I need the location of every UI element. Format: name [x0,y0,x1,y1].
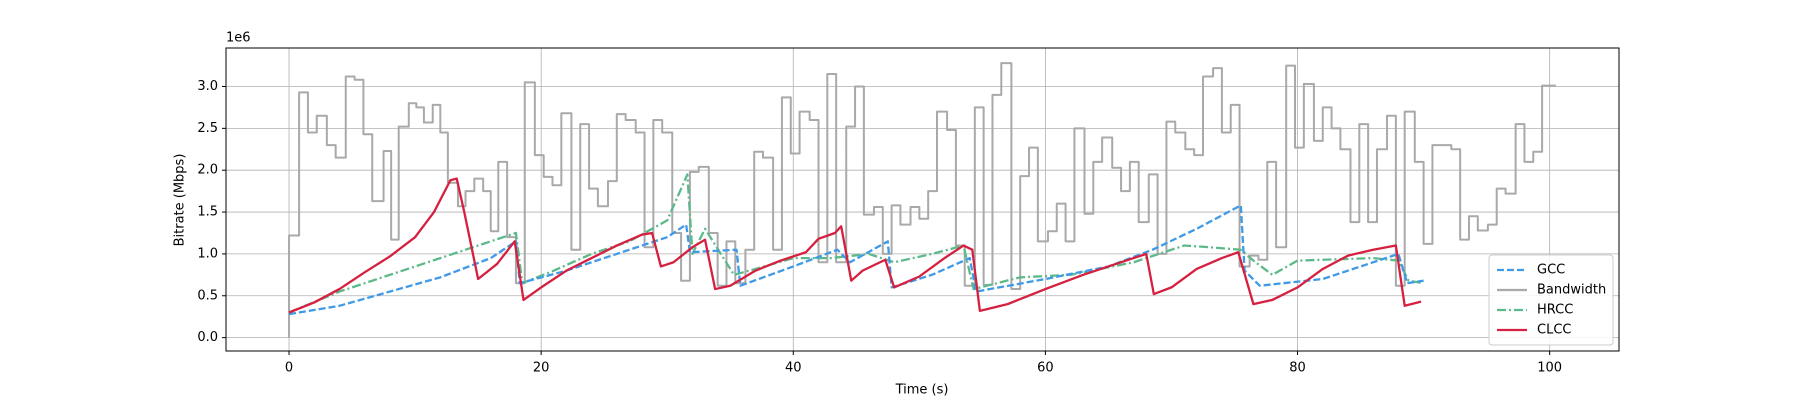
plot-frame [225,47,1620,352]
y-tick-label: 1.0 [197,246,218,261]
legend-label: GCC [1537,263,1565,278]
legend-label: Bandwidth [1537,283,1606,298]
y-tick-label: 0.5 [197,288,218,303]
series-line [288,173,1424,314]
y-axis-label: Bitrate (Mbps) [173,154,188,247]
y-tick-label: 3.0 [197,79,218,94]
y-tick-label: 2.5 [197,121,218,136]
x-tick-label: 40 [785,361,802,376]
x-tick-label: 80 [1289,361,1306,376]
x-axis-label: Time (s) [895,383,949,398]
plot-lines [288,62,1556,338]
x-tick-label: 100 [1537,361,1562,376]
y-tick-label: 0.0 [197,330,218,345]
series-line [288,177,1422,314]
x-tick-label: 20 [533,361,550,376]
y-offset-label: 1e6 [226,31,251,46]
legend-label: CLCC [1537,323,1571,338]
legend-box [1488,254,1614,346]
legend-label: HRCC [1537,303,1573,318]
y-tick-label: 1.5 [197,205,218,220]
x-tick-label: 0 [285,361,293,376]
series-line [288,62,1556,338]
y-tick-label: 2.0 [197,163,218,178]
x-tick-label: 60 [1037,361,1054,376]
